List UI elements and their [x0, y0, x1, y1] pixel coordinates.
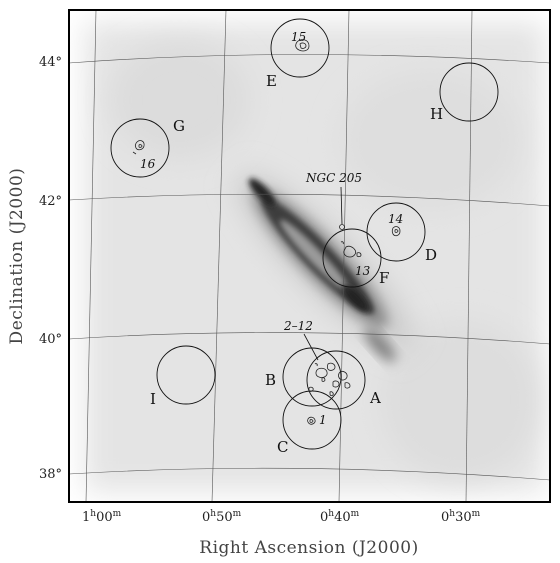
field-label-f: F	[379, 269, 389, 287]
source-contour-16-inner	[138, 144, 143, 148]
y-tick-labels: 44° 42° 40° 38°	[39, 55, 62, 482]
source-number-13: 13	[355, 264, 371, 278]
plot-frame	[68, 9, 551, 503]
source-contours	[132, 39, 401, 425]
source-contour-14	[391, 226, 401, 237]
grid-line	[465, 10, 473, 502]
source-contour-cluster-a	[315, 367, 328, 379]
source-number-15: 15	[291, 30, 306, 44]
x-tick-labels: 1h00m 0h50m 0h40m 0h30m	[82, 509, 481, 525]
y-tick-label: 40°	[39, 332, 62, 347]
field-labels: A B C D E F G H I	[150, 72, 443, 456]
ngc205-pointer	[340, 186, 343, 225]
field-label-h: H	[430, 105, 443, 123]
field-circle-f	[322, 228, 382, 288]
galaxy-image	[237, 174, 413, 363]
source-contour-16	[134, 140, 145, 151]
x-tick-label: 1h00m	[82, 509, 122, 525]
x-tick-label: 0h50m	[202, 509, 242, 525]
field-circle-h	[439, 62, 499, 122]
field-label-e: E	[266, 72, 277, 90]
grid-line	[69, 54, 550, 64]
field-circle-a	[306, 350, 366, 410]
field-label-g: G	[173, 117, 185, 135]
source-number-14: 14	[388, 212, 403, 226]
field-circle-b	[282, 347, 342, 407]
x-axis-title: Right Ascension (J2000)	[199, 538, 418, 558]
source-contour-15-inner	[299, 42, 307, 49]
field-circle-g	[110, 118, 170, 178]
source-contour-14-inner	[394, 229, 399, 233]
source-contour-16-tick	[132, 151, 137, 155]
source-contour-cluster-g	[321, 377, 326, 382]
source-contour-1	[307, 416, 316, 425]
source-number-1: 1	[319, 413, 327, 427]
source-contour-cluster-b	[326, 362, 336, 371]
annotation-pointers	[303, 186, 343, 361]
source-contour-cluster-f	[308, 386, 314, 392]
source-contour-13-b	[356, 252, 362, 258]
source-contour-13	[343, 245, 357, 258]
field-label-i: I	[150, 390, 156, 408]
field-label-a: A	[369, 389, 381, 407]
source-contour-f-small-2	[366, 233, 370, 236]
y-axis-title: Declination (J2000)	[7, 168, 27, 345]
source-contour-cluster-e	[344, 382, 351, 389]
x-tick-label: 0h40m	[320, 509, 360, 525]
cluster-pointer	[303, 333, 319, 361]
field-label-b: B	[265, 371, 276, 389]
field-circle-e	[270, 18, 330, 78]
field-circle-d	[366, 202, 426, 262]
source-number-2-12: 2–12	[283, 319, 313, 333]
source-contour-cluster-h	[329, 391, 334, 397]
y-tick-label: 38°	[39, 467, 62, 482]
grid-line	[69, 332, 550, 345]
ngc205-label: NGC 205	[305, 171, 362, 185]
source-contour-ngc205	[339, 224, 345, 230]
y-tick-label: 44°	[39, 55, 62, 70]
grid-line	[69, 467, 550, 481]
field-circle-i	[156, 345, 216, 405]
source-contour-cluster-i	[314, 363, 318, 367]
y-tick-label: 42°	[39, 194, 62, 209]
source-number-labels: 1 2–12 13 14 15 16 NGC 205	[140, 30, 403, 427]
source-contour-cluster-d	[332, 380, 340, 388]
field-label-c: C	[277, 438, 288, 456]
grid-line	[211, 10, 227, 502]
source-contour-f-small	[340, 241, 344, 245]
field-label-d: D	[425, 246, 437, 264]
x-tick-label: 0h30m	[441, 509, 481, 525]
grid-line	[85, 10, 97, 502]
source-contour-cluster-c	[338, 370, 348, 381]
source-number-16: 16	[140, 157, 156, 171]
grid-line	[69, 193, 550, 207]
source-contour-15	[295, 39, 310, 52]
source-contour-1-inner	[309, 419, 314, 423]
